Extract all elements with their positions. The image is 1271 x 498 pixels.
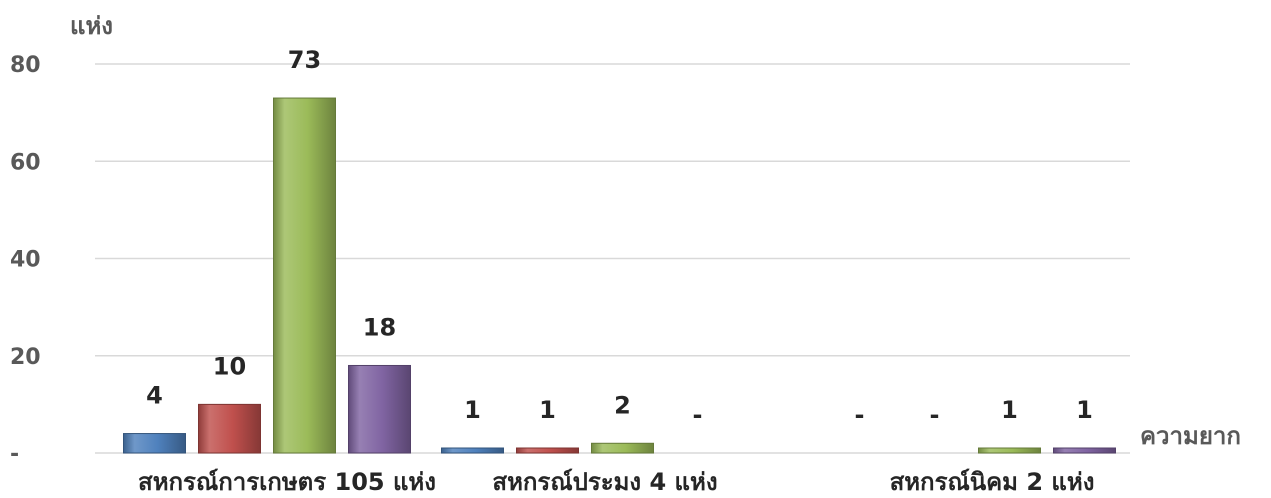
data-label: 73 <box>288 46 321 74</box>
data-labels: 4 10 73 18 1 1 2 - - - 1 1 <box>146 46 1093 429</box>
x-category-label: สหกรณ์นิคม 2 แห่ง <box>890 468 1095 496</box>
data-label: 2 <box>614 391 631 419</box>
category-labels: สหกรณ์การเกษตร 105 แห่ง สหกรณ์ประมง 4 แห่… <box>138 468 1094 496</box>
bar <box>516 447 579 454</box>
y-tick-label: 20 <box>10 345 41 370</box>
data-label: 4 <box>146 382 163 410</box>
y-tick-label: 80 <box>10 53 41 78</box>
bar <box>1053 447 1116 454</box>
y-axis-ticks: - 20 40 60 80 <box>10 53 41 467</box>
data-label: - <box>855 401 865 429</box>
data-label: 1 <box>1076 396 1093 424</box>
data-label: - <box>693 401 703 429</box>
y-tick-label: 60 <box>10 150 41 175</box>
data-label: 1 <box>464 396 481 424</box>
y-tick-label: - <box>10 442 19 467</box>
x-category-label: สหกรณ์ประมง 4 แห่ง <box>492 468 717 496</box>
data-label: 10 <box>213 352 246 380</box>
x-category-label: สหกรณ์การเกษตร 105 แห่ง <box>138 468 436 496</box>
data-label: 18 <box>363 313 396 341</box>
data-label: - <box>930 401 940 429</box>
bar <box>591 442 654 454</box>
bar <box>348 364 411 454</box>
bar <box>441 447 504 454</box>
bar <box>123 433 186 454</box>
x-axis-title: ความยาก <box>1140 422 1241 450</box>
bar <box>978 447 1041 454</box>
data-label: 1 <box>539 396 556 424</box>
data-label: 1 <box>1001 396 1018 424</box>
bars <box>123 97 1116 454</box>
y-axis-title: แห่ง <box>70 12 113 40</box>
bar <box>273 97 336 454</box>
bar <box>198 403 261 454</box>
gridlines <box>95 63 1130 454</box>
y-tick-label: 40 <box>10 248 41 273</box>
